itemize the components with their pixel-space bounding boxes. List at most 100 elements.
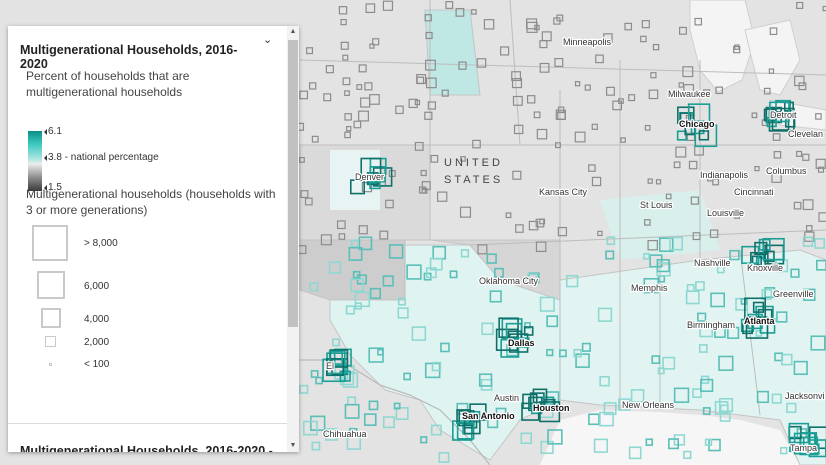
size-swatch-smallest — [49, 363, 52, 366]
map-symbol-square — [591, 176, 602, 187]
map-symbol-square — [658, 237, 674, 252]
map-symbol-square — [698, 130, 710, 141]
map-symbol-square — [651, 355, 661, 364]
map-symbol-square — [353, 120, 362, 129]
map-symbol-square — [605, 86, 615, 96]
map-symbol-square — [673, 161, 681, 169]
map-symbol-square — [814, 238, 826, 249]
city-chicago: Chicago — [679, 119, 715, 129]
scroll-down-arrow-icon[interactable]: ▼ — [289, 442, 297, 449]
map-symbol-square — [584, 84, 591, 91]
map-symbol-square — [793, 432, 816, 455]
grey-symbol-layer — [296, 0, 826, 255]
legend-scroll-area[interactable]: ⌄ Multigenerational Households, 2016-202… — [8, 26, 287, 452]
map-symbol-square — [648, 89, 659, 100]
map-symbol-square — [673, 387, 690, 403]
map-symbol-square — [483, 19, 495, 30]
map-symbol-square — [414, 99, 421, 106]
map-symbol-square — [299, 384, 309, 394]
size-swatch — [41, 308, 61, 328]
map-symbol-square — [350, 239, 360, 248]
collapse-chevron-icon[interactable]: ⌄ — [263, 34, 273, 46]
map-symbol-square — [342, 77, 351, 86]
map-symbol-square — [678, 82, 684, 88]
map-symbol-square — [702, 89, 711, 97]
map-symbol-square — [338, 233, 346, 240]
map-symbol-square — [539, 401, 561, 423]
map-symbol-square — [487, 417, 499, 429]
map-symbol-square — [441, 89, 449, 97]
city-jacksonville: Jacksonvi — [785, 391, 825, 401]
map-symbol-square — [652, 43, 660, 51]
map-symbol-square — [605, 250, 615, 260]
map-symbol-square — [657, 367, 665, 375]
scroll-up-arrow-icon[interactable]: ▲ — [289, 28, 297, 35]
map-symbol-square — [481, 322, 494, 336]
map-symbol-square — [494, 267, 504, 278]
scrollbar-thumb[interactable] — [288, 40, 298, 327]
city-atlanta: Atlanta — [744, 316, 775, 326]
map-symbol-square — [702, 407, 711, 415]
map-symbol-square — [643, 277, 659, 294]
map-symbol-square — [559, 349, 567, 358]
map-symbol-square — [430, 424, 442, 436]
map-symbol-square — [406, 264, 422, 280]
map-symbol-square — [527, 273, 539, 285]
map-symbol-square — [769, 27, 778, 36]
map-symbol-square — [815, 158, 826, 169]
map-symbol-square — [420, 436, 428, 444]
map-symbol-square — [379, 230, 389, 240]
map-symbol-square — [599, 411, 614, 427]
map-symbol-square — [676, 130, 687, 141]
map-symbol-square — [477, 244, 488, 255]
city-el-paso: El — [326, 361, 334, 371]
map-symbol-square — [597, 307, 613, 322]
map-symbol-square — [603, 402, 617, 416]
map-symbol-square — [539, 40, 548, 49]
legend-scrollbar[interactable]: ▲ ▼ — [287, 26, 299, 452]
map-symbol-square — [769, 101, 790, 123]
map-symbol-square — [425, 59, 436, 71]
map-symbol-square — [416, 76, 425, 85]
ramp-mid-label: 3.8 - national percentage — [48, 152, 159, 163]
city-cincinnati: Cincinnati — [734, 187, 774, 197]
map-symbol-square — [796, 150, 803, 157]
map-symbol-square — [620, 137, 626, 143]
map-symbol-square — [369, 287, 381, 300]
map-symbol-square — [420, 169, 427, 177]
map-symbol-square — [427, 101, 436, 110]
map-symbol-square — [546, 315, 559, 328]
map-symbol-square — [794, 75, 805, 87]
map-symbol-square — [393, 402, 401, 410]
map-symbol-square — [340, 18, 347, 26]
map-symbol-square — [776, 311, 788, 323]
map-symbol-square — [815, 113, 822, 120]
map-symbol-square — [500, 46, 510, 56]
map-symbol-square — [546, 348, 554, 357]
map-symbol-square — [603, 33, 613, 43]
map-symbol-square — [310, 370, 319, 378]
ramp-tick-icon — [44, 155, 47, 161]
map-symbol-square — [519, 337, 530, 348]
map-symbol-square — [533, 111, 541, 119]
map-symbol-square — [816, 259, 826, 271]
map-symbol-square — [522, 393, 538, 409]
map-symbol-square — [581, 342, 591, 352]
map-symbol-square — [528, 220, 539, 231]
map-symbol-square — [574, 131, 586, 143]
city-st-louis: St Louis — [640, 200, 673, 210]
map-symbol-square — [763, 250, 775, 262]
map-symbol-square — [802, 153, 810, 161]
map-symbol-square — [752, 301, 765, 313]
map-symbol-square — [315, 376, 323, 385]
map-symbol-square — [358, 110, 369, 122]
map-symbol-square — [714, 326, 726, 338]
map-symbol-square — [505, 212, 512, 219]
map-symbol-square — [445, 1, 454, 9]
map-symbol-square — [790, 268, 800, 278]
size-label: > 8,000 — [84, 238, 118, 249]
map-symbol-square — [557, 111, 566, 121]
map-symbol-square — [593, 438, 609, 453]
map-symbol-square — [536, 128, 548, 140]
map-symbol-square — [793, 360, 808, 376]
